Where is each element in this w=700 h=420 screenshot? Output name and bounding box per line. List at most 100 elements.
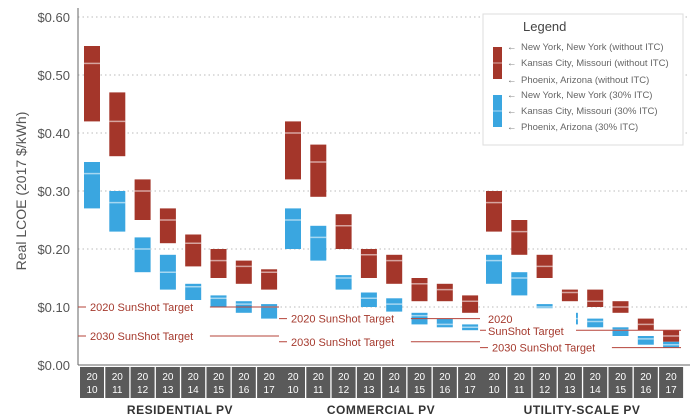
bar-with-itc (84, 162, 100, 209)
year-label-top: 20 (287, 372, 299, 383)
bar-without-itc (462, 295, 479, 313)
y-tick-label: $0.60 (37, 10, 70, 25)
year-label-top: 20 (615, 372, 627, 383)
bar-without-itc (84, 46, 100, 122)
y-tick-label: $0.10 (37, 300, 70, 315)
bar-with-itc (185, 283, 202, 302)
year-cell (557, 367, 582, 398)
year-label-bottom: 11 (313, 385, 324, 396)
year-label-top: 20 (238, 372, 250, 383)
target-label-bg (287, 311, 411, 325)
year-label-top: 20 (162, 372, 174, 383)
legend-entry: Phoenix, Arizona (without ITC) (521, 75, 649, 86)
year-cell (382, 367, 407, 398)
bar-with-itc (386, 298, 403, 313)
y-tick-label: $0.20 (37, 242, 70, 257)
year-label-bottom: 17 (666, 385, 678, 396)
year-label-bottom: 13 (564, 385, 576, 396)
group-label: COMMERCIAL PV (327, 403, 435, 417)
legend-arrow-icon: ← (507, 42, 517, 53)
year-label-bottom: 13 (162, 385, 174, 396)
year-label-bottom: 15 (414, 385, 426, 396)
bar-without-itc (360, 249, 377, 278)
bar-with-itc (109, 191, 126, 232)
year-label-bottom: 11 (112, 385, 123, 396)
year-label-bottom: 14 (389, 385, 401, 396)
year-label-top: 20 (488, 372, 500, 383)
bar-without-itc (587, 289, 604, 307)
bar-without-itc (134, 179, 151, 220)
year-label-bottom: 15 (213, 385, 225, 396)
year-cell (231, 367, 256, 398)
year-label-top: 20 (389, 372, 401, 383)
year-label-top: 20 (188, 372, 200, 383)
year-label-bottom: 12 (338, 385, 350, 396)
year-label-top: 20 (539, 372, 551, 383)
year-cell (257, 367, 282, 398)
year-cell (532, 367, 557, 398)
bar-without-itc (386, 254, 403, 284)
bar-without-itc (109, 92, 126, 157)
target-label-bg (287, 334, 411, 348)
sunshot-target-label: 2020 SunShot Target (90, 302, 193, 314)
year-label-top: 20 (137, 372, 149, 383)
bar-without-itc (411, 278, 428, 302)
year-cell (608, 367, 633, 398)
year-label-bottom: 16 (439, 385, 451, 396)
year-label-top: 20 (640, 372, 652, 383)
year-cell (356, 367, 381, 398)
year-cell (80, 367, 104, 398)
year-label-top: 20 (213, 372, 225, 383)
year-label-top: 20 (564, 372, 576, 383)
year-label-top: 20 (264, 372, 276, 383)
sunshot-target-label: 2020 SunShot Target (291, 314, 394, 326)
year-cell (407, 367, 432, 398)
year-cell (105, 367, 130, 398)
year-label-bottom: 14 (590, 385, 602, 396)
year-cell (281, 367, 305, 398)
bar-with-itc (587, 318, 604, 328)
bar-with-itc (486, 254, 502, 284)
year-label-bottom: 12 (137, 385, 149, 396)
legend-title: Legend (523, 19, 566, 34)
year-label-bottom: 10 (86, 385, 98, 396)
target-label-bg (486, 308, 576, 339)
bar-with-itc (310, 225, 327, 261)
legend-entry: Kansas City, Missouri (30% ITC) (521, 106, 658, 117)
year-label-bottom: 10 (287, 385, 299, 396)
year-cell (633, 367, 658, 398)
year-label-top: 20 (590, 372, 602, 383)
bar-without-itc (159, 208, 176, 244)
legend-arrow-icon: ← (507, 122, 517, 133)
y-tick-label: $0.40 (37, 126, 70, 141)
year-label-bottom: 16 (640, 385, 652, 396)
bar-with-itc (134, 237, 151, 273)
bar-with-itc (612, 327, 629, 336)
year-label-top: 20 (439, 372, 451, 383)
year-label-top: 20 (514, 372, 526, 383)
bar-with-itc (285, 208, 301, 249)
year-label-bottom: 17 (465, 385, 477, 396)
year-cell (331, 367, 356, 398)
year-label-top: 20 (313, 372, 325, 383)
sunshot-target-label: 2030 SunShot Target (492, 343, 595, 355)
legend-arrow-icon: ← (507, 75, 517, 86)
year-cell (659, 367, 684, 398)
bar-with-itc (436, 318, 453, 328)
year-cell (482, 367, 506, 398)
bar-without-itc (210, 249, 227, 278)
sunshot-target-label: SunShot Target (488, 326, 564, 338)
bar-with-itc (511, 272, 528, 296)
legend-entry: New York, New York (30% ITC) (521, 90, 652, 101)
bar-without-itc (561, 289, 578, 302)
y-tick-label: $0.30 (37, 184, 70, 199)
y-tick-label: $0.00 (37, 358, 70, 373)
y-tick-label: $0.50 (37, 68, 70, 83)
bar-without-itc (486, 191, 502, 232)
year-label-bottom: 15 (615, 385, 627, 396)
bar-without-itc (261, 269, 278, 290)
sunshot-target-label: 2020 (488, 314, 512, 326)
target-label-bg (488, 340, 612, 354)
year-label-top: 20 (414, 372, 426, 383)
